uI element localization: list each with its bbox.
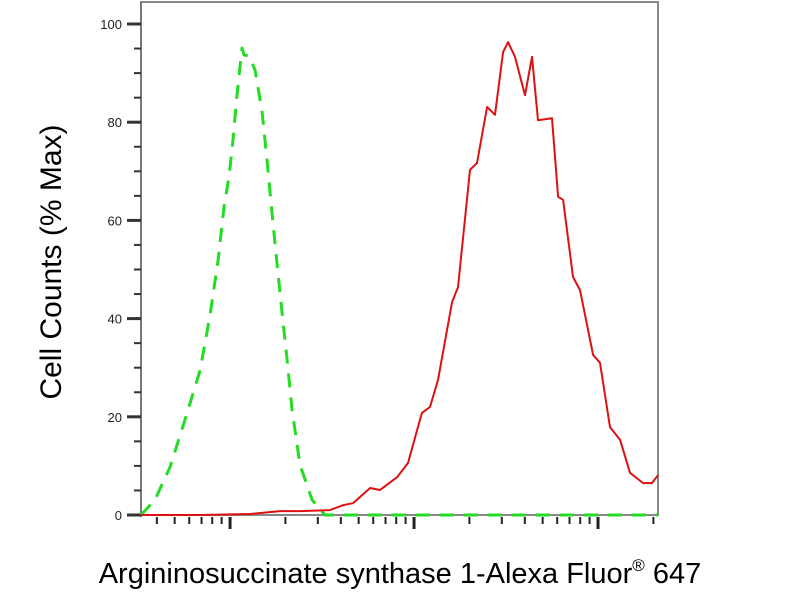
y-tick-label: 60 (108, 213, 122, 228)
x-axis-label: Argininosuccinate synthase 1-Alexa Fluor… (0, 556, 800, 591)
series-group (139, 41, 659, 517)
y-axis-label: Cell Counts (% Max) (35, 124, 68, 400)
y-tick-label: 40 (108, 312, 122, 327)
y-tick-label: 0 (115, 508, 122, 523)
y-tick-label: 100 (100, 17, 122, 32)
sample-histogram-line (141, 41, 659, 516)
y-tick-label: 80 (108, 115, 122, 130)
y-axis: 0 20 40 60 80 100 (100, 17, 141, 523)
x-axis-label-suffix: 647 (644, 558, 702, 590)
control-histogram-line (139, 46, 658, 517)
x-axis-label-text: Argininosuccinate synthase 1-Alexa Fluor (98, 558, 633, 590)
x-axis (155, 517, 655, 529)
registered-mark: ® (632, 556, 645, 575)
y-tick-label: 20 (108, 410, 122, 425)
